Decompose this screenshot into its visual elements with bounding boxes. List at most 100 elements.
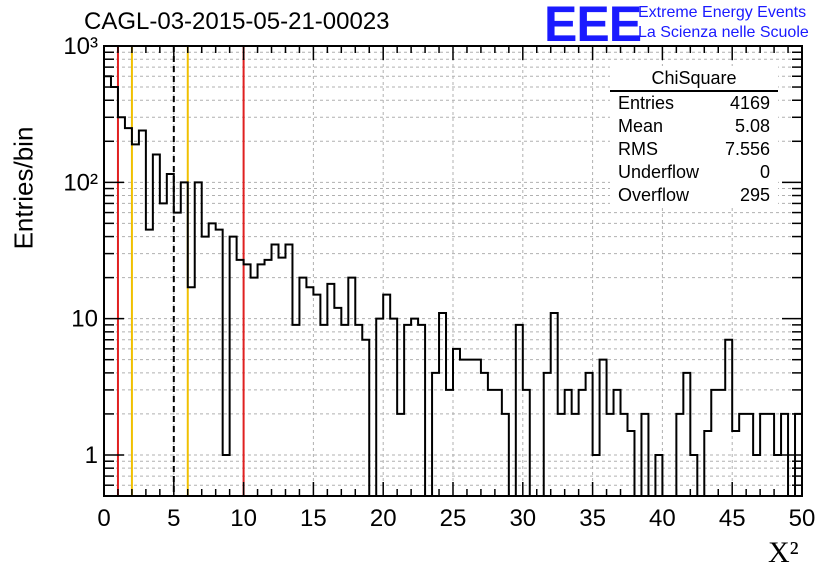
eee-logo: EEE	[544, 0, 642, 49]
histogram-bin	[362, 340, 369, 496]
histogram-bin	[516, 325, 523, 496]
histogram-bin	[376, 319, 383, 496]
x-tick-label: 5	[167, 505, 180, 532]
x-tick-label: 0	[97, 505, 110, 532]
histogram-bin	[132, 144, 139, 496]
histogram-bin	[153, 154, 160, 496]
histogram-bin	[174, 213, 181, 496]
histogram-bin	[223, 455, 230, 496]
histogram-bin	[607, 414, 614, 496]
histogram-bin	[292, 325, 299, 496]
histogram-bin	[195, 182, 202, 496]
y-tick-label: 10²	[63, 169, 98, 196]
stat-row-mean: Mean 5.08	[618, 116, 770, 138]
y-tick-label: 10³	[63, 33, 98, 60]
histogram-bin	[704, 431, 711, 496]
histogram-bin	[621, 414, 628, 496]
stats-title: ChiSquare	[651, 68, 737, 88]
histogram-bin	[383, 295, 390, 496]
histogram-bin	[146, 230, 153, 496]
histogram-bin	[551, 313, 558, 496]
histogram-bin	[676, 414, 683, 496]
histogram-bin	[111, 87, 118, 496]
histogram-bin	[139, 130, 146, 496]
histogram-bin	[125, 128, 132, 496]
stat-row-underflow: Underflow 0	[618, 162, 770, 184]
histogram-bin	[488, 390, 495, 496]
histogram-bin	[711, 390, 718, 496]
histogram-bin	[614, 390, 621, 496]
histogram-bin	[690, 455, 697, 496]
histogram-bin	[320, 325, 327, 496]
histogram-bin	[390, 319, 397, 496]
histogram-bin	[348, 278, 355, 496]
histogram-bin	[774, 455, 781, 496]
histogram-bin	[397, 414, 404, 496]
histogram-bin	[767, 414, 774, 496]
histogram-bin	[355, 325, 362, 496]
stat-value: 5.08	[734, 116, 770, 136]
histogram-bin	[313, 295, 320, 496]
histogram-bin	[474, 360, 481, 496]
histogram-bin	[418, 325, 425, 496]
x-tick-label: 40	[649, 505, 676, 532]
histogram-bin	[732, 431, 739, 496]
histogram-bin	[579, 390, 586, 496]
histogram-bin	[251, 278, 258, 496]
histogram-bin	[453, 349, 460, 496]
grid-layer	[104, 46, 802, 497]
histogram-bin	[306, 287, 313, 496]
histogram-series	[103, 75, 803, 497]
histogram-bin	[258, 264, 265, 496]
y-tick-label: 10	[71, 306, 98, 333]
stat-row-entries: Entries 4169	[618, 93, 770, 115]
histogram-bin	[299, 278, 306, 496]
histogram-bin	[237, 260, 244, 496]
histogram-bin	[432, 373, 439, 496]
histogram-bin	[160, 203, 167, 496]
stat-value: 295	[739, 185, 770, 205]
histogram-bin	[544, 373, 551, 496]
histogram-bin	[586, 373, 593, 496]
histogram-bin	[209, 223, 216, 496]
histogram-bin	[230, 237, 237, 496]
stat-key: RMS	[618, 139, 658, 159]
histogram-bin	[334, 308, 341, 496]
histogram-bin	[272, 244, 279, 496]
histogram-bin	[760, 414, 767, 496]
histogram-bin	[285, 244, 292, 496]
histogram-bin	[502, 414, 509, 496]
reference-lines	[116, 46, 245, 496]
histogram-bin	[327, 284, 334, 496]
axes	[103, 45, 803, 497]
histogram-bin	[481, 373, 488, 496]
histogram-bin	[572, 414, 579, 496]
stat-key: Underflow	[618, 162, 700, 182]
histogram-bin	[725, 340, 732, 496]
stat-value: 4169	[729, 93, 770, 113]
histogram-outline	[103, 75, 803, 497]
x-tick-label: 45	[719, 505, 746, 532]
histogram-bin	[439, 313, 446, 496]
histogram-bin	[641, 414, 648, 496]
stat-value: 7.556	[724, 139, 770, 159]
histogram-bin	[739, 414, 746, 496]
x-tick-label: 10	[230, 505, 257, 532]
x-tick-label: 15	[300, 505, 327, 532]
histogram-bin	[460, 360, 467, 496]
x-tick-label: 25	[440, 505, 467, 532]
logo-mark: EEE	[544, 0, 642, 52]
stat-key: Overflow	[618, 185, 690, 205]
tick-labels: 0 5 10 15 20 25 30 35 40 45 50 1 10 10² 10³	[63, 33, 815, 532]
histogram-bin	[265, 260, 272, 496]
histogram-bin	[404, 325, 411, 496]
histogram-bin	[446, 390, 453, 496]
x-tick-label: 50	[789, 505, 816, 532]
stat-row-rms: RMS 7.556	[618, 139, 770, 161]
stat-key: Mean	[618, 116, 664, 136]
histogram-bin	[118, 117, 125, 496]
y-tick-label: 1	[85, 442, 98, 469]
histogram-bin	[600, 360, 607, 496]
histogram-bin	[495, 390, 502, 496]
